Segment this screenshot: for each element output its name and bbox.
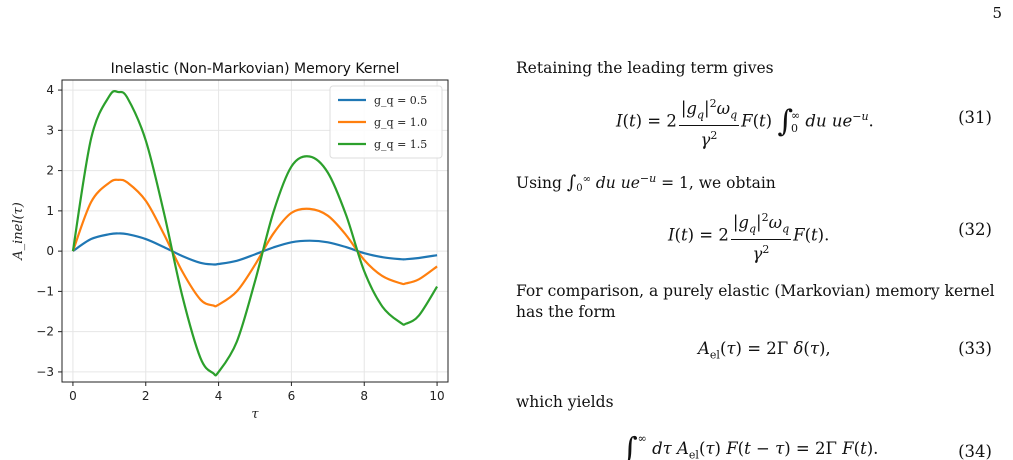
- obtain-label: , we obtain: [688, 174, 776, 193]
- paragraph-comparison: For comparison, a purely elastic (Markov…: [516, 282, 995, 321]
- x-tick-label: 0: [69, 389, 77, 403]
- inline-integral: ∫0∞ du ue−u = 1: [566, 172, 689, 195]
- y-tick-label: 1: [46, 204, 54, 218]
- series-line-1: [72, 232, 438, 266]
- y-axis-label: A_inel(τ): [11, 202, 26, 261]
- paragraph-using-integral: Using ∫0∞ du ue−u = 1, we obtain: [516, 168, 1000, 199]
- equation-34: ∫∞ dτ Ael(τ) F(t − τ) = 2Γ F(t). (34): [622, 432, 992, 460]
- plot-frame: [61, 79, 449, 383]
- equation-number-34: (34): [958, 442, 992, 460]
- equation-number-33: (33): [958, 339, 992, 358]
- page-number: 5: [992, 4, 1002, 22]
- memory-kernel-figure: 0 2 4 6 8 10 −3 −2 −1 0 1 2 3 4 Inelastic (Non-Markovi…: [0, 52, 470, 432]
- y-tick-label: 0: [46, 244, 54, 258]
- legend-label-1: g_q = 0.5: [374, 94, 427, 107]
- series-line-2: [71, 178, 438, 308]
- y-tick-label: 3: [46, 123, 54, 137]
- using-label: Using: [516, 174, 562, 193]
- y-tick-label: −1: [36, 284, 54, 298]
- x-tick-label: 8: [360, 389, 368, 403]
- paragraph-leading-term: Retaining the leading term gives: [516, 59, 774, 77]
- memory-kernel-chart: 0 2 4 6 8 10 −3 −2 −1 0 1 2 3 4 Inelastic (Non-Markovi…: [11, 61, 449, 422]
- legend: g_q = 0.5 g_q = 1.0 g_q = 1.5: [329, 85, 443, 159]
- y-tick-label: 2: [46, 164, 54, 178]
- y-tick-label: −3: [36, 365, 54, 379]
- equation-31: I(t) = 2 |gq|2ωq γ2 F(t) ∫ ∞ 0 du ue−u. (31): [516, 94, 1000, 154]
- x-tick-label: 4: [215, 389, 223, 403]
- x-axis-label: τ: [251, 407, 259, 422]
- equation-number-32: (32): [958, 220, 992, 239]
- equation-32: I(t) = 2 |gq|2ωq γ2 F(t). (32): [516, 208, 1000, 264]
- y-tick-label: 4: [46, 83, 54, 97]
- legend-label-3: g_q = 1.5: [374, 138, 427, 151]
- legend-box: [329, 85, 443, 159]
- series-line-3: [71, 89, 439, 377]
- equation-33: Ael(τ) = 2Γ δ(τ), (33): [698, 339, 992, 362]
- legend-label-2: g_q = 1.0: [374, 116, 427, 129]
- chart-title: Inelastic (Non-Markovian) Memory Kernel: [111, 61, 400, 77]
- equation-number-31: (31): [958, 108, 992, 127]
- x-tick-label: 2: [142, 389, 150, 403]
- x-tick-label: 6: [288, 389, 296, 403]
- y-tick-label: −2: [36, 325, 54, 339]
- paragraph-which-yields: which yields: [516, 393, 614, 411]
- x-tick-label: 10: [429, 389, 444, 403]
